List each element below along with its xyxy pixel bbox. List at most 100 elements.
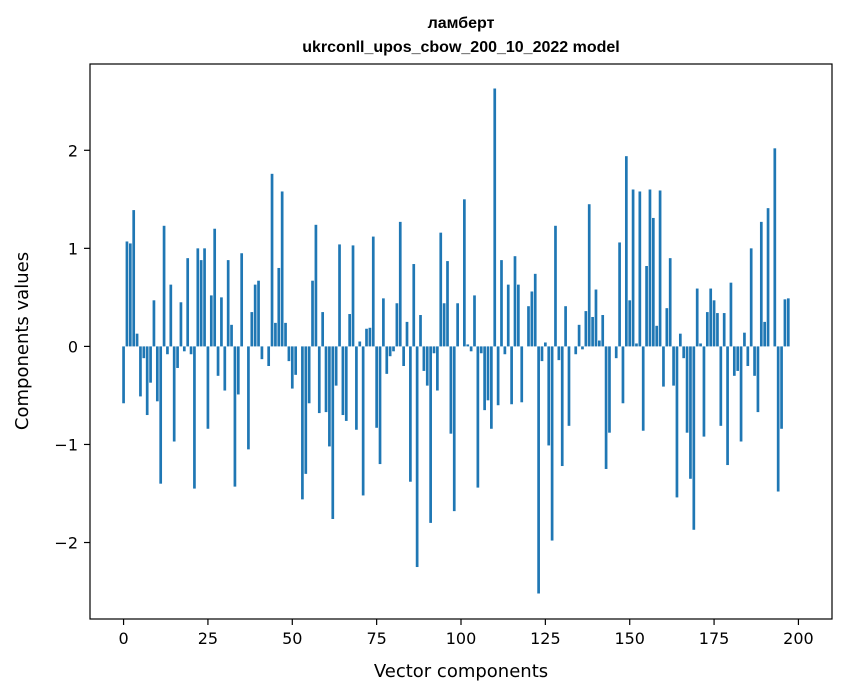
bar-122 [533,273,537,347]
bar-48 [284,322,287,347]
bar-116 [513,256,517,347]
bar-67 [348,314,351,347]
bar-130 [560,346,564,467]
bar-24 [203,248,206,347]
bar-32 [230,324,233,347]
bar-108 [486,346,490,401]
bar-39 [253,284,257,347]
bar-18 [182,346,186,352]
bar-98 [452,346,456,512]
bar-14 [169,284,173,347]
bar-123 [537,346,540,594]
bar-40 [257,280,260,347]
bar-75 [375,346,378,428]
bar-44 [270,173,274,347]
bar-28 [216,346,220,376]
bar-131 [564,306,567,347]
bar-41 [260,346,264,360]
x-tick-label: 150 [614,629,645,648]
bar-177 [719,346,723,426]
bar-141 [597,340,601,347]
bar-135 [577,324,581,347]
bar-66 [344,346,348,421]
bar-170 [695,288,699,347]
bar-113 [503,346,507,355]
bar-16 [176,346,179,368]
bar-124 [540,346,544,362]
bar-47 [280,191,284,347]
bar-168 [689,346,692,479]
bar-59 [321,312,325,347]
bar-4 [135,333,139,347]
bar-58 [317,346,321,414]
bar-165 [678,333,682,347]
bar-149 [624,156,628,347]
bar-97 [449,346,453,434]
bar-74 [371,236,375,347]
bar-8 [149,346,152,383]
bar-107 [483,346,486,411]
bar-197 [786,298,790,347]
bar-139 [591,316,594,347]
bar-127 [550,346,554,541]
bar-26 [209,295,213,347]
bar-155 [645,266,648,347]
bar-156 [648,189,652,347]
bar-142 [601,315,605,347]
bar-51 [294,346,298,375]
bar-96 [446,261,449,347]
x-tick-label: 175 [699,629,730,648]
bar-77 [382,298,385,347]
bar-93 [436,346,439,391]
bar-159 [658,190,662,347]
bar-78 [385,346,389,374]
bar-11 [159,346,163,484]
bar-30 [223,346,227,391]
bar-188 [756,346,760,413]
bar-37 [247,346,250,450]
bar-125 [544,342,547,347]
bar-21 [193,346,196,489]
y-tick-label: 2 [68,141,78,160]
bar-189 [759,221,763,347]
bar-91 [429,346,432,523]
bar-46 [277,267,281,347]
bar-3 [132,210,136,347]
bar-20 [189,346,193,355]
bar-83 [402,346,405,367]
bar-190 [763,321,767,347]
bar-137 [584,311,588,347]
bar-85 [409,346,412,482]
bar-178 [722,313,726,347]
bar-176 [716,313,719,347]
bar-64 [338,244,341,347]
bar-191 [766,208,770,347]
bar-63 [334,346,338,386]
bar-157 [651,217,655,347]
bar-57 [314,224,318,347]
bar-73 [368,327,372,347]
bar-106 [479,346,483,354]
bar-6 [142,346,146,359]
bar-184 [743,332,746,347]
bar-187 [753,346,756,376]
bar-88 [419,315,422,347]
bar-65 [341,346,345,416]
y-tick-label: −2 [54,534,78,553]
bar-9 [152,300,156,347]
bar-86 [412,264,416,347]
x-tick-label: 200 [783,629,814,648]
bar-129 [557,346,561,361]
bar-54 [304,346,308,474]
bar-102 [466,344,470,347]
bar-80 [392,346,395,352]
bar-56 [311,280,314,347]
bar-128 [554,225,557,347]
bar-175 [712,300,716,347]
bar-164 [675,346,679,498]
bar-146 [614,346,618,359]
bar-174 [709,288,713,347]
bar-150 [628,300,632,347]
bar-196 [783,299,787,347]
bars-group [122,88,790,594]
